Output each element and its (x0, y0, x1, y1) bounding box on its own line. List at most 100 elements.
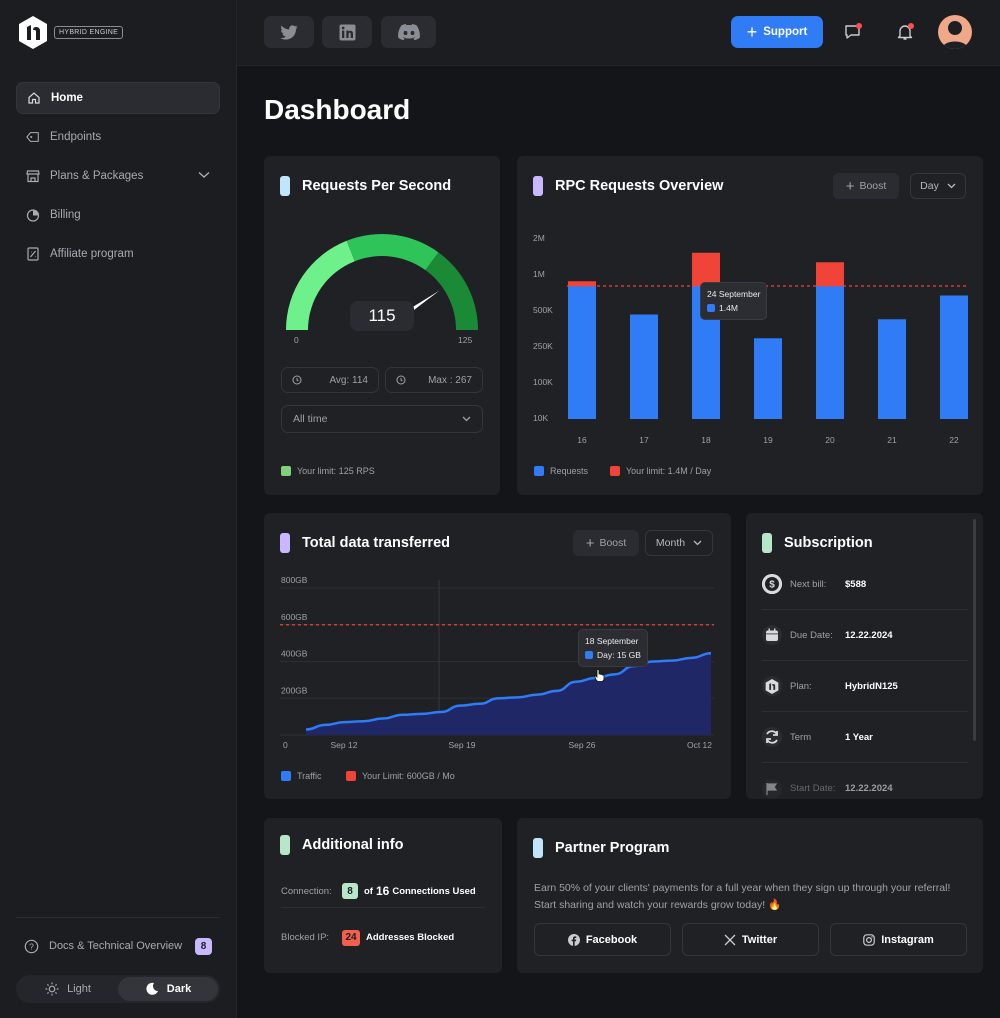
row-value: $588 (845, 578, 867, 590)
boost-button[interactable]: + Boost (833, 173, 899, 199)
legend-swatch (281, 466, 291, 476)
avatar[interactable] (938, 15, 972, 49)
linkedin-button[interactable] (322, 16, 372, 48)
facebook-icon (567, 933, 580, 946)
traffic-area-chart: 200GB 400GB 600GB 800GB 0 Sep 12 Sep 19 Sep 26 O… (280, 575, 714, 750)
rpc-limit-legend: Your limit: 1.4M / Day (610, 466, 711, 476)
theme-dark-option[interactable]: Dark (118, 977, 218, 1001)
legend-label: Your limit: 125 RPS (297, 466, 375, 476)
tooltip-swatch (585, 651, 593, 659)
twitter-x-button[interactable]: Twitter (682, 923, 819, 956)
subscription-row-plan: Plan: HybridN125 (762, 661, 968, 712)
avg-label: Avg: 114 (329, 374, 368, 386)
row-label: Blocked IP: (281, 932, 330, 943)
twitter-button[interactable] (264, 16, 314, 48)
x-icon (724, 934, 736, 946)
theme-light-option[interactable]: Light (18, 977, 118, 1001)
logo[interactable]: HYBRID ENGINE (18, 16, 124, 49)
calendar-icon (762, 625, 782, 645)
requests-per-second-card: Requests Per Second 115 0 125 Avg: 114 M… (264, 156, 500, 495)
tooltip-value-row: 1.4M (707, 301, 760, 315)
card-title-text: RPC Requests Overview (555, 178, 724, 194)
title-marker (280, 176, 290, 196)
subscription-card: Subscription $ Next bill: $588 Due Date:… (746, 513, 983, 799)
support-label: Support (763, 26, 808, 38)
card-title-text: Requests Per Second (302, 178, 452, 194)
rpc-requests-legend: Requests (534, 466, 588, 476)
partner-text-line2-row: Start sharing and watch your rewards gro… (534, 897, 974, 914)
sidebar-item-home[interactable]: Home (16, 82, 220, 114)
gauge-chart (286, 234, 478, 330)
legend-swatch (610, 466, 620, 476)
title-marker (280, 533, 290, 553)
x-tick-label: Oct 12 (687, 740, 712, 750)
row-label: Plan: (790, 680, 812, 692)
facebook-button[interactable]: Facebook (534, 923, 671, 956)
title-marker (533, 838, 543, 858)
bar-requests (754, 338, 782, 419)
row-label: Term (790, 731, 812, 743)
sidebar-item-plans[interactable]: Plans & Packages (16, 160, 220, 192)
legend-swatch (346, 771, 356, 781)
instagram-icon (863, 933, 876, 946)
scrollbar[interactable] (973, 519, 976, 741)
y-tick-label: 400GB (281, 649, 308, 659)
messages-button[interactable] (843, 22, 863, 42)
twitter-label: Twitter (741, 933, 778, 946)
boost-button[interactable]: + Boost (573, 530, 639, 556)
period-select[interactable]: Month (645, 530, 713, 556)
row-value: HybridN125 (845, 680, 898, 692)
sidebar-item-affiliate[interactable]: Affiliate program (16, 238, 220, 270)
time-range-select[interactable]: All time (281, 405, 483, 433)
row-label: Due Date: (790, 629, 833, 641)
instagram-button[interactable]: Instagram (830, 923, 967, 956)
x-tick-label: 22 (949, 435, 959, 445)
logo-icon (19, 16, 47, 49)
dollar-icon: $ (762, 574, 782, 594)
discord-button[interactable] (381, 16, 436, 48)
period-select[interactable]: Day (910, 173, 966, 199)
subscription-row-start-date: Start Date: 12.22.2024 (762, 763, 968, 799)
clock-icon (396, 375, 406, 385)
time-range-value: All time (293, 413, 328, 425)
rps-limit-legend: Your limit: 125 RPS (281, 466, 375, 476)
notifications-button[interactable] (895, 22, 915, 42)
sidebar-footer: ? Docs & Technical Overview 8 Light Dark (16, 917, 220, 1003)
card-title: Partner Program (533, 838, 669, 858)
chevron-down-icon[interactable] (198, 170, 210, 182)
plus-icon: + (585, 534, 595, 552)
traffic-limit-legend: Your Limit: 600GB / Mo (346, 771, 455, 781)
y-tick-label: 200GB (281, 685, 308, 695)
sidebar-item-billing[interactable]: Billing (16, 199, 220, 231)
chevron-down-icon (947, 183, 956, 189)
title-marker (280, 835, 290, 855)
rpc-tooltip: 24 September 1.4M (700, 282, 768, 320)
legend-label: Requests (550, 466, 589, 476)
card-title-text: Additional info (302, 837, 404, 853)
sidebar-nav: Home Endpoints Plans & Packages Billing … (16, 82, 220, 277)
y-tick-label: 2M (533, 233, 545, 243)
sidebar-item-endpoints[interactable]: Endpoints (16, 121, 220, 153)
connection-suffix: Connections Used (392, 885, 476, 897)
brand-badge: HYBRID ENGINE (54, 26, 124, 39)
traffic-tooltip: 18 September Day: 15 GB (578, 629, 648, 667)
partner-program-card: Partner Program Earn 50% of your clients… (517, 818, 983, 973)
support-button[interactable]: + Support (731, 16, 823, 48)
legend-label: Your Limit: 600GB / Mo (362, 771, 455, 781)
sidebar-item-label: Endpoints (50, 131, 102, 143)
blocked-suffix: Addresses Blocked (366, 932, 455, 943)
gauge-max-label: 125 (458, 335, 473, 345)
y-tick-label: 800GB (281, 575, 308, 585)
x-tick-label: Sep 19 (449, 740, 476, 750)
bar-over-limit (692, 252, 720, 286)
theme-toggle[interactable]: Light Dark (16, 975, 220, 1003)
discord-icon (397, 24, 420, 40)
bar-requests (878, 319, 906, 419)
flag-icon (762, 778, 782, 799)
linkedin-icon (339, 24, 355, 40)
gauge-segment (346, 234, 439, 271)
svg-text:?: ? (29, 941, 34, 951)
card-title: Total data transferred (280, 533, 450, 553)
max-stat: Max : 267 (385, 367, 483, 393)
docs-link[interactable]: ? Docs & Technical Overview 8 (16, 931, 220, 961)
